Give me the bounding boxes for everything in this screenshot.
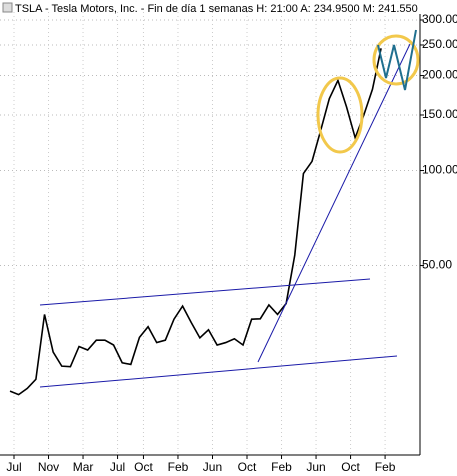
highlight-circle — [372, 34, 420, 86]
x-tick-label: Jun — [203, 460, 222, 474]
y-tick-label: 300.00 — [422, 12, 457, 26]
y-tick-label: 100.00 — [422, 163, 457, 177]
highlight-circle — [316, 76, 364, 154]
x-tick-label: Jun — [306, 460, 325, 474]
x-tick-label: Mar — [73, 460, 94, 474]
x-tick-label: Jul — [6, 460, 21, 474]
y-tick-label: 250.00 — [422, 37, 457, 51]
x-tick-label: Feb — [271, 460, 292, 474]
chart-title: TSLA - Tesla Motors, Inc. - Fin de día 1… — [15, 3, 418, 15]
y-tick-label: 50.00 — [422, 258, 452, 272]
annotations — [39, 29, 420, 388]
title-icon — [2, 2, 13, 13]
x-tick-label: Oct — [134, 460, 153, 474]
x-tick-label: Oct — [238, 460, 257, 474]
x-tick-label: Jul — [110, 460, 125, 474]
trend-line — [39, 355, 398, 388]
price-line — [9, 48, 382, 396]
x-tick-label: Feb — [375, 460, 396, 474]
x-tick-label: Feb — [168, 460, 189, 474]
x-tick-label: Oct — [341, 460, 360, 474]
projection-zigzag — [377, 29, 417, 91]
trend-line — [257, 43, 411, 363]
x-tick-label: Nov — [38, 460, 59, 474]
y-tick-label: 200.00 — [422, 68, 457, 82]
trend-line — [39, 278, 371, 306]
y-tick-label: 150.00 — [422, 107, 457, 121]
